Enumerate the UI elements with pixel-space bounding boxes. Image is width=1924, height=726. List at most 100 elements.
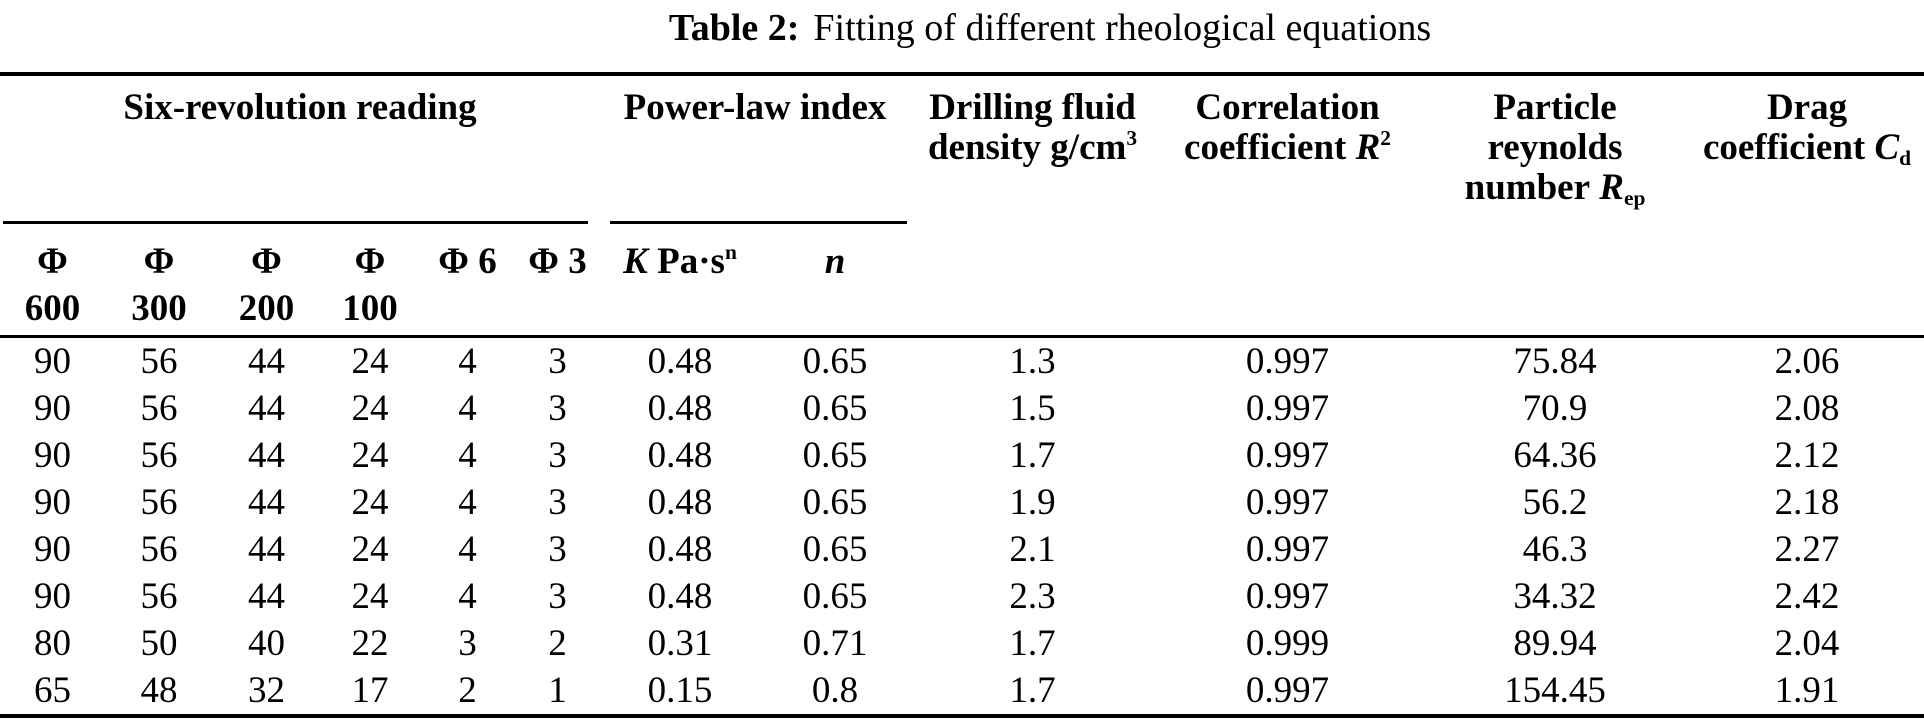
column-header-phi-300: Φ 300 [105,224,213,338]
table-cell: 90 [34,340,71,382]
table-cell: 48 [140,669,178,711]
table-cell: 0.48 [647,575,713,617]
table-cell: 2.3 [1009,575,1056,617]
table-cell: 0.997 [1245,528,1330,570]
table-cell: 2.18 [1774,481,1840,523]
table-cell: 2 [548,622,567,664]
table-cell: 24 [351,528,389,570]
page-title: Table 2: Fitting of different rheologica… [88,0,1924,72]
superscript-2: 2 [1380,126,1392,150]
table-cell: 3 [548,481,567,523]
symbol-Cd: C [1874,127,1900,168]
table-cell: 1.7 [1009,669,1056,711]
table-cell: 56 [140,575,178,617]
table-cell: 1.7 [1009,622,1056,664]
table-row: 80 50 40 22 3 2 0.31 0.71 1.7 0.999 89.94 2.04 [0,620,1924,667]
table-cell: 40 [248,622,285,664]
table-cell: 44 [248,387,285,429]
table-cell: 24 [351,340,389,382]
table-cell: 80 [34,622,71,664]
table-row: 90 56 44 24 4 3 0.48 0.65 2.1 0.997 46.3 2.27 [0,526,1924,573]
table-cell: 44 [248,481,285,523]
table-cell: 0.997 [1245,434,1330,476]
table-cell: 1 [548,669,567,711]
table-row: 90 56 44 24 4 3 0.48 0.65 2.3 0.997 34.32 2.42 [0,573,1924,620]
table-cell: 17 [351,669,389,711]
table-cell: 0.65 [802,340,868,382]
table-cell: 1.7 [1009,434,1056,476]
table-cell: 0.48 [647,434,713,476]
table-cell: 90 [34,528,71,570]
table-cell: 1.9 [1009,481,1056,523]
table-cell: 34.32 [1513,575,1597,617]
table-cell: 2.08 [1774,387,1840,429]
table-cell: 2 [458,669,477,711]
column-header-k: K Pa·sn [600,224,761,338]
table-row: 90 56 44 24 4 3 0.48 0.65 1.3 0.997 75.84 2.06 [0,336,1924,385]
table-caption: Fitting of different rheological equatio… [813,7,1432,49]
table-cell: 0.997 [1245,481,1330,523]
table-cell: 0.48 [647,387,713,429]
table-row: 90 56 44 24 4 3 0.48 0.65 1.9 0.997 56.2 2.18 [0,479,1924,526]
table-cell: 24 [351,575,389,617]
column-header-correlation-coefficient: Correlation coefficient R2 [1155,74,1421,338]
table-cell: 0.999 [1245,622,1330,664]
table-cell: 0.65 [802,387,868,429]
column-header-phi-100: Φ 100 [320,224,420,338]
superscript-n: n [724,240,737,264]
table-cell: 44 [248,575,285,617]
table-row: 90 56 44 24 4 3 0.48 0.65 1.5 0.997 70.9 2.08 [0,385,1924,432]
symbol-K: K [623,241,648,282]
table-cell: 1.91 [1774,669,1840,711]
table-cell: 56 [140,481,178,523]
table-cell: 0.48 [647,528,713,570]
table-cell: 44 [248,340,285,382]
table-cell: 2.42 [1774,575,1840,617]
table-cell: 75.84 [1513,340,1597,382]
table-cell: 3 [548,387,567,429]
table-cell: 70.9 [1522,387,1588,429]
table-cell: 22 [351,622,389,664]
table-number-label: Table 2: [668,7,800,49]
data-table: Six-revolution reading Power-law index D… [0,72,1924,718]
column-header-drilling-fluid-density: Drilling fluid density g/cm3 [910,74,1156,338]
table-cell: 0.997 [1245,340,1330,382]
symbol-R: R [1355,127,1381,168]
table-cell: 3 [548,340,567,382]
table-cell: 0.15 [647,669,713,711]
column-header-n: n [760,224,911,338]
table-cell: 2.06 [1774,340,1840,382]
superscript-3: 3 [1126,126,1138,150]
table-cell: 4 [458,481,477,523]
table-cell: 0.65 [802,434,868,476]
table-cell: 4 [458,434,477,476]
table-cell: 44 [248,434,285,476]
table-cell: 0.31 [647,622,713,664]
table-row: 90 56 44 24 4 3 0.48 0.65 1.7 0.997 64.36 2.12 [0,432,1924,479]
table-cell: 64.36 [1513,434,1597,476]
table-cell: 50 [140,622,178,664]
column-header-phi-3: Φ 3 [515,224,601,338]
group-header-power-law-index: Power-law index [600,74,910,224]
table-cell: 3 [548,528,567,570]
table-cell: 3 [458,622,477,664]
table-cell: 44 [248,528,285,570]
table-row: 65 48 32 17 2 1 0.15 0.8 1.7 0.997 154.45 1.91 [0,667,1924,716]
table-cell: 56 [140,340,178,382]
table-cell: 0.65 [802,481,868,523]
table-cell: 0.48 [647,481,713,523]
column-header-phi-6: Φ 6 [420,224,515,338]
table-cell: 4 [458,340,477,382]
table-cell: 0.997 [1245,669,1330,711]
table-cell: 154.45 [1504,669,1606,711]
table-cell: 2.27 [1774,528,1840,570]
table-cell: 2.04 [1774,622,1840,664]
table-cell: 65 [34,669,71,711]
table-cell: 3 [548,575,567,617]
table-cell: 1.5 [1009,387,1056,429]
table-cell: 90 [34,387,71,429]
table-cell: 0.997 [1245,575,1330,617]
table-cell: 0.71 [802,622,868,664]
table-cell: 4 [458,387,477,429]
